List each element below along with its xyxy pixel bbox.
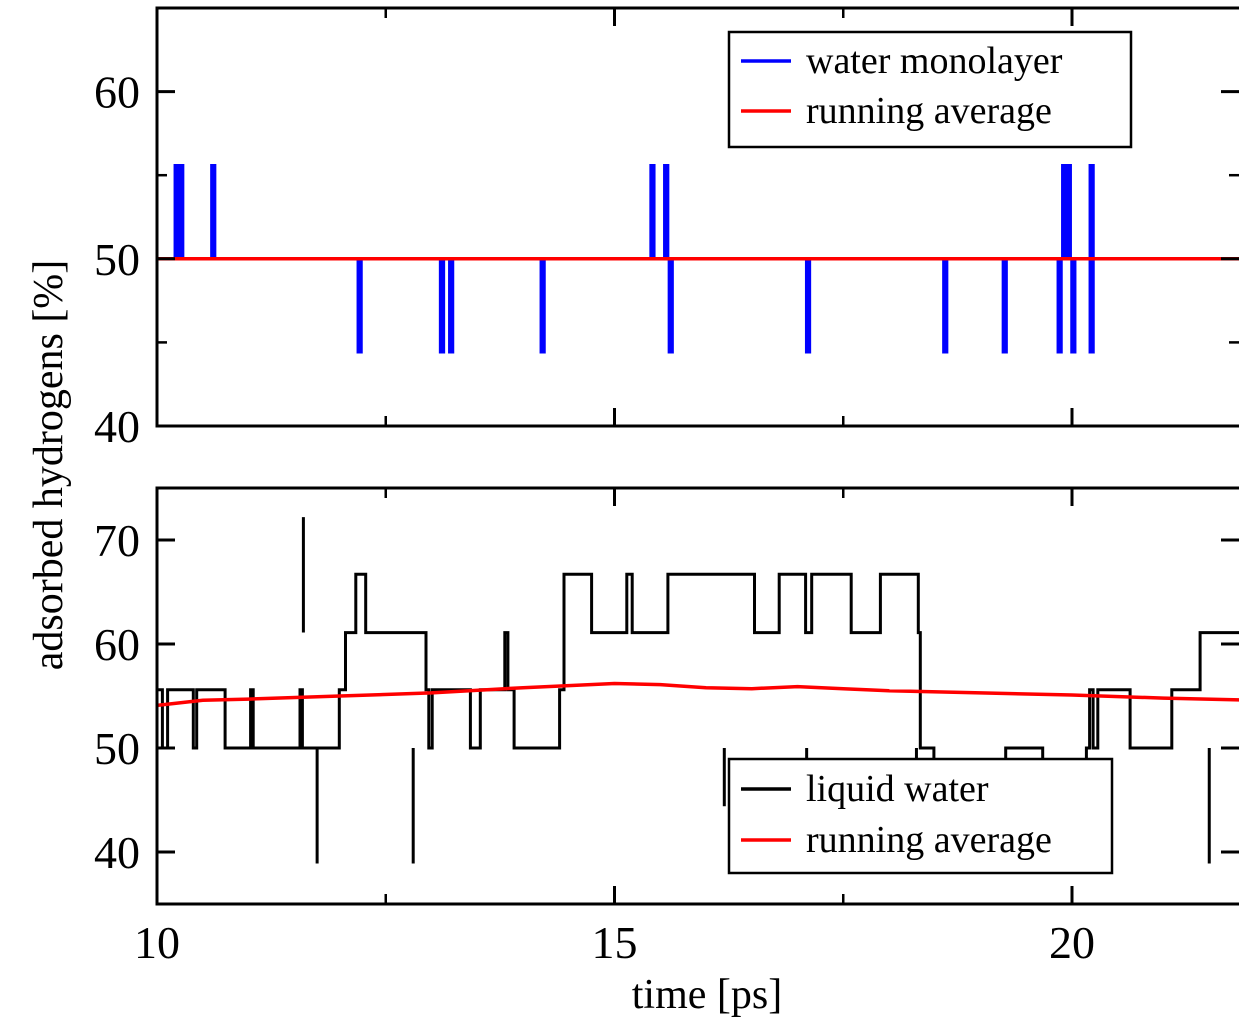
legend-label-water-monolayer: water monolayer [806, 40, 1063, 82]
y-tick-label: 40 [94, 401, 140, 452]
bottom-legend-box [727, 757, 1114, 875]
x-tick-label: 15 [592, 917, 638, 968]
legend-label-running-average-bottom: running average [806, 819, 1052, 861]
bottom-legend: liquid water running average [727, 757, 1114, 875]
x-tick-label: 10 [134, 917, 180, 968]
y-tick-label: 70 [94, 515, 140, 566]
series-liquid-water [157, 572, 1239, 865]
top-legend: water monolayer running average [727, 30, 1133, 149]
x-tick-labels: 1015202530 [134, 917, 1095, 968]
bottom-plot-frame [155, 486, 1239, 906]
y-tick-label: 60 [94, 67, 140, 118]
top-legend-box [727, 30, 1133, 149]
y-tick-label: 40 [94, 827, 140, 878]
top-plot-frame [155, 6, 1239, 428]
legend-label-liquid-water: liquid water [806, 768, 989, 810]
y-tick-label: 60 [94, 619, 140, 670]
series-running-average-bottom [157, 681, 1239, 708]
y-tick-label: 50 [94, 234, 140, 285]
top-panel: 40 50 60 water monolayer running average [94, 6, 1239, 452]
x-tick-label: 20 [1049, 917, 1095, 968]
bottom-y-tick-labels: 40 50 60 70 [94, 515, 140, 878]
y-tick-label: 50 [94, 723, 140, 774]
top-series-group [157, 164, 1239, 354]
legend-label-running-average-top: running average [806, 90, 1052, 132]
y-axis-title: adsorbed hydrogens [%] [26, 260, 72, 671]
top-y-tick-labels: 40 50 60 [94, 67, 140, 452]
x-axis-title: time [ps] [632, 972, 782, 1017]
